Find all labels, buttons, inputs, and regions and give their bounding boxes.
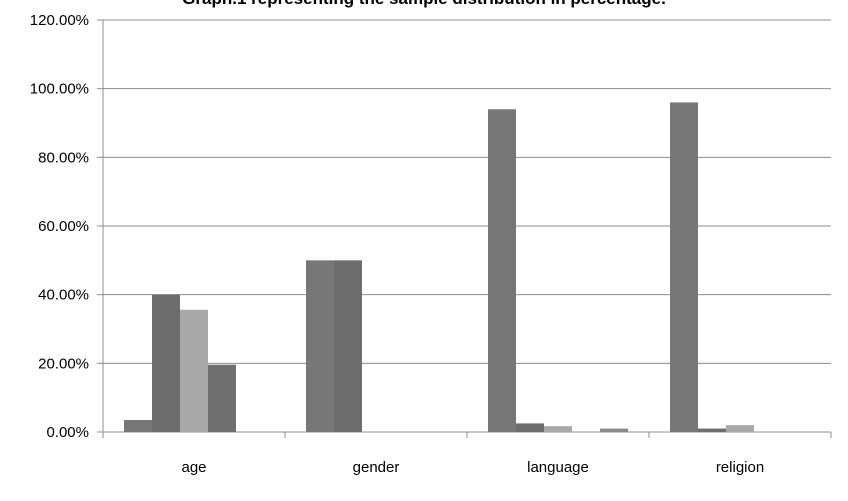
bar (124, 419, 152, 432)
y-tick-label: 40.00% (38, 287, 89, 304)
gridlines (103, 19, 831, 364)
x-tick-label: gender (353, 459, 400, 476)
bars (124, 102, 754, 433)
bar (726, 425, 754, 432)
y-tick-label: 60.00% (38, 218, 89, 235)
bar (516, 423, 544, 432)
x-tick-label: age (181, 459, 206, 476)
bar (152, 294, 180, 432)
bar (180, 309, 208, 432)
bar (670, 102, 698, 433)
tick-labels: 0.00% 20.00% 40.00% 60.00% 80.00% 100.00% 120.… (30, 12, 764, 476)
bar (544, 426, 572, 432)
bar (334, 260, 362, 432)
chart-title: Graph.1 representing the sample distribu… (0, 0, 848, 9)
bar (600, 428, 628, 432)
bar (488, 109, 516, 433)
y-tick-label: 80.00% (38, 149, 89, 166)
y-tick-label: 20.00% (38, 355, 89, 372)
x-tick-label: religion (716, 459, 764, 476)
x-tick-label: language (527, 459, 589, 476)
bar (698, 428, 726, 432)
bar (208, 364, 236, 432)
bar (306, 260, 334, 432)
y-tick-label: 100.00% (30, 81, 89, 98)
y-tick-label: 0.00% (46, 424, 89, 441)
y-tick-label: 120.00% (30, 12, 89, 29)
